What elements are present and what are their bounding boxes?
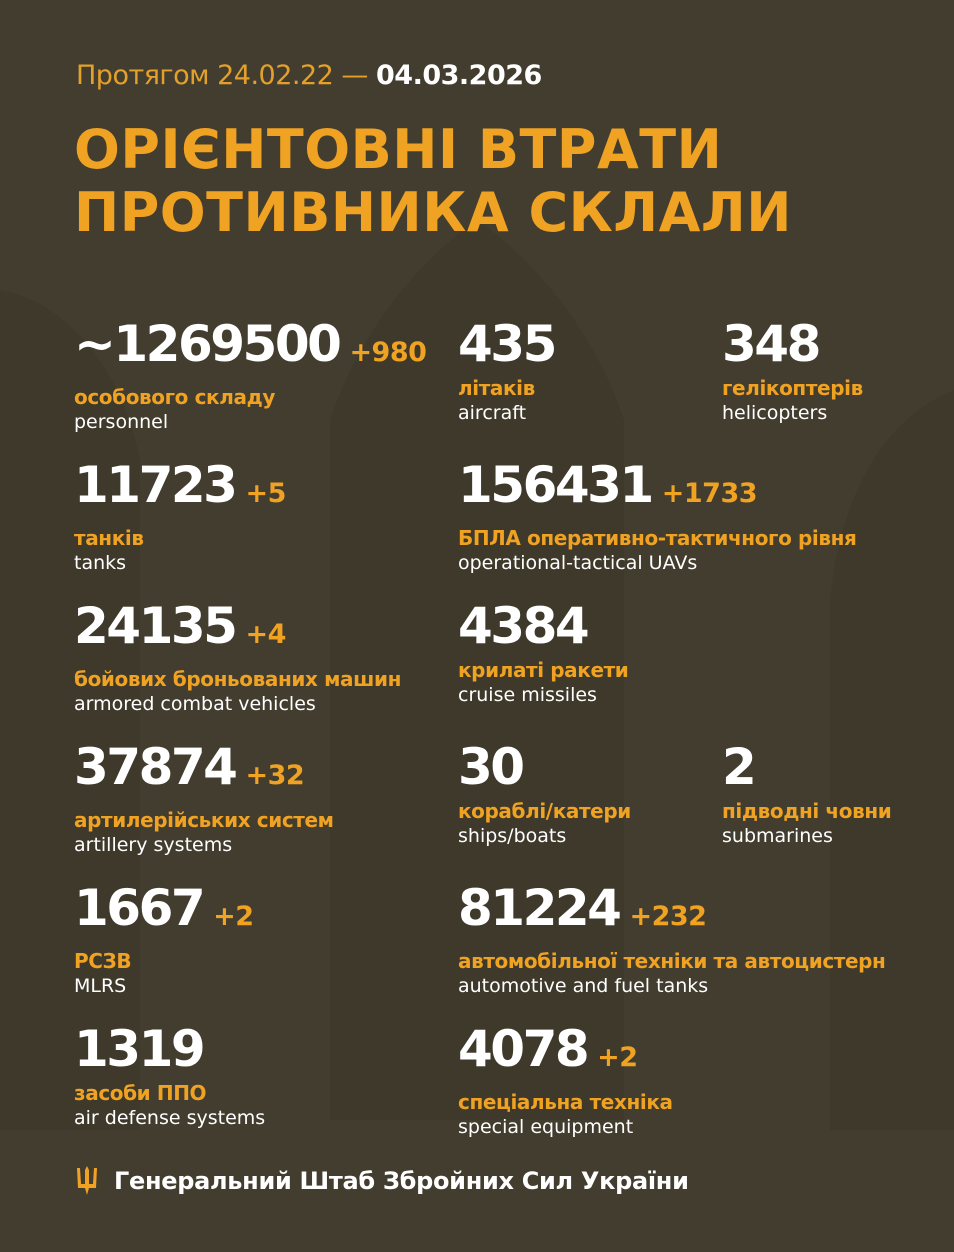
stat-total: 1667 xyxy=(74,879,206,937)
stat-label-en: MLRS xyxy=(74,975,127,997)
stat-value: 81224 +232 xyxy=(458,882,885,943)
stat-value: 1667 +2 xyxy=(74,882,254,943)
stat-total: 24135 xyxy=(74,597,238,655)
stat-air-defense-systems: 1319 засоби ППО air defense systems xyxy=(74,1023,265,1129)
stat-label-ua: гелікоптерів xyxy=(722,376,863,400)
stat-total: 4078 xyxy=(458,1020,590,1078)
stat-value: 4078 +2 xyxy=(458,1023,673,1084)
stat-label-ua: підводні човни xyxy=(722,799,892,823)
stat-total: ~1269500 xyxy=(74,315,342,373)
stat-total: 1319 xyxy=(74,1020,206,1078)
stat-label-ua: літаків xyxy=(458,376,535,400)
stat-label-ua: танків xyxy=(74,526,144,550)
stat-increase: +980 xyxy=(349,337,427,368)
stat-value: 1319 xyxy=(74,1023,265,1075)
stat-label-en: automotive and fuel tanks xyxy=(458,975,709,997)
stat-increase: +232 xyxy=(629,901,707,932)
stat-label-ua: БПЛА оперативно-тактичного рівня xyxy=(458,526,857,550)
stat-label-ua: артилерійських систем xyxy=(74,808,334,832)
stat-ships-boats: 30 кораблі/катери ships/boats xyxy=(458,741,631,847)
stat-total: 348 xyxy=(722,315,821,373)
stat-artillery-systems: 37874 +32 артилерійських систем artillery… xyxy=(74,741,334,856)
stat-increase: +4 xyxy=(245,619,286,650)
stat-value: 24135 +4 xyxy=(74,600,401,661)
stat-label-ua: кораблі/катери xyxy=(458,799,631,823)
stat-label-ua: автомобільної техніки та автоцистерн xyxy=(458,949,886,973)
trident-icon xyxy=(77,1166,97,1195)
stat-label-en: ships/boats xyxy=(458,825,567,847)
stat-label-en: helicopters xyxy=(722,402,828,424)
stat-value: 11723 +5 xyxy=(74,459,286,520)
stat-total: 156431 xyxy=(458,456,654,514)
stat-label-ua: РСЗВ xyxy=(74,949,132,973)
stat-increase: +5 xyxy=(245,478,286,509)
stat-tanks: 11723 +5 танків tanks xyxy=(74,459,286,574)
stat-value: 2 xyxy=(722,741,891,793)
stat-label-en: operational-tactical UAVs xyxy=(458,552,698,574)
stat-special-equipment: 4078 +2 спеціальна техніка special equipm… xyxy=(458,1023,673,1138)
stat-aircraft: 435 літаків aircraft xyxy=(458,315,557,424)
period-range: Протягом 24.02.22 — 04.03.2026 xyxy=(76,60,542,91)
title-line-1: ОРІЄНТОВНІ ВТРАТИ xyxy=(74,118,723,181)
stat-label-en: air defense systems xyxy=(74,1107,266,1129)
stat-automotive-and-fuel-tanks: 81224 +232 автомобільної техніки та автоц… xyxy=(458,882,886,997)
stat-total: 11723 xyxy=(74,456,238,514)
stat-label-en: cruise missiles xyxy=(458,684,597,706)
stat-submarines: 2 підводні човни submarines xyxy=(722,741,892,847)
stat-label-ua: спеціальна техніка xyxy=(458,1090,673,1114)
stat-increase: +32 xyxy=(245,760,305,791)
stat-increase: +1733 xyxy=(661,478,758,509)
footer: Генеральний Штаб Збройних Сил України xyxy=(76,1166,689,1196)
stat-personnel: ~1269500 +980 особового складу personnel xyxy=(74,315,427,433)
stat-increase: +2 xyxy=(597,1042,638,1073)
stat-total: 2 xyxy=(722,738,757,796)
stat-label-en: special equipment xyxy=(458,1116,634,1138)
stat-label-ua: особового складу xyxy=(74,385,275,409)
period-end: 04.03.2026 xyxy=(376,60,542,91)
stat-label-en: armored combat vehicles xyxy=(74,693,316,715)
stat-armored-combat-vehicles: 24135 +4 бойових броньованих машин armore… xyxy=(74,600,401,715)
period-start: Протягом 24.02.22 — xyxy=(76,60,368,91)
stat-value: 37874 +32 xyxy=(74,741,334,802)
stat-helicopters: 348 гелікоптерів helicopters xyxy=(722,318,863,424)
stat-label-en: artillery systems xyxy=(74,834,233,856)
stat-total: 30 xyxy=(458,738,525,796)
stat-label-en: aircraft xyxy=(458,402,527,424)
page-title: ОРІЄНТОВНІ ВТРАТИ ПРОТИВНИКА СКЛАЛИ xyxy=(74,118,792,244)
stat-label-en: submarines xyxy=(722,825,833,847)
stat-label-ua: засоби ППО xyxy=(74,1081,207,1105)
stat-label-ua: крилаті ракети xyxy=(458,658,629,682)
stat-operational-tactical-uavs: 156431 +1733 БПЛА оперативно-тактичного р… xyxy=(458,459,857,574)
stat-label-ua: бойових броньованих машин xyxy=(74,667,401,691)
stat-total: 81224 xyxy=(458,879,622,937)
stat-total: 37874 xyxy=(74,738,238,796)
stat-value: 348 xyxy=(722,318,863,370)
stat-value: 4384 xyxy=(458,600,628,652)
title-line-2: ПРОТИВНИКА СКЛАЛИ xyxy=(74,181,792,244)
stat-total: 435 xyxy=(458,315,557,373)
stat-label-en: tanks xyxy=(74,552,127,574)
stat-value: ~1269500 +980 xyxy=(74,315,427,379)
stat-label-en: personnel xyxy=(74,411,169,433)
stat-increase: +2 xyxy=(213,901,254,932)
watermark-logo xyxy=(872,1222,934,1238)
footer-text: Генеральний Штаб Збройних Сил України xyxy=(114,1167,689,1195)
stat-total: 4384 xyxy=(458,597,590,655)
stat-mlrs: 1667 +2 РСЗВ MLRS xyxy=(74,882,254,997)
stat-value: 156431 +1733 xyxy=(458,459,857,520)
stat-value: 435 xyxy=(458,315,557,373)
stat-value: 30 xyxy=(458,741,631,793)
stat-cruise-missiles: 4384 крилаті ракети cruise missiles xyxy=(458,600,629,706)
